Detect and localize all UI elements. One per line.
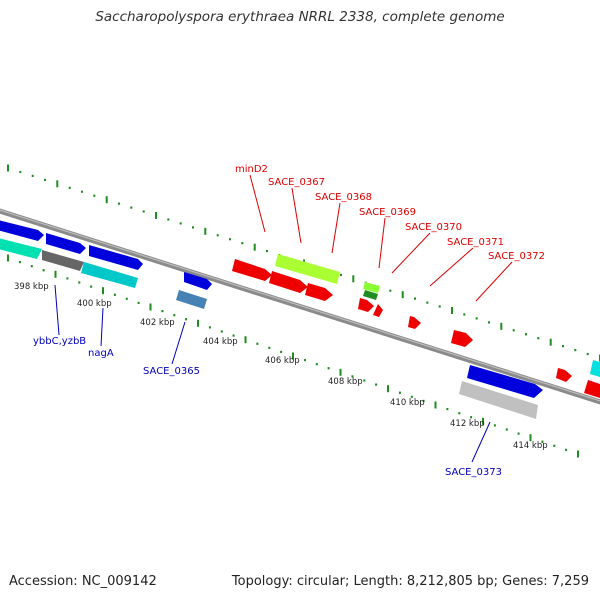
leader-line — [54, 284, 60, 336]
gene-label-sace-0367[interactable]: SACE_0367 — [268, 177, 325, 188]
gene-arrow[interactable] — [176, 290, 207, 309]
genome-backbone — [0, 208, 600, 405]
scale-label: 412 kbp — [450, 419, 485, 429]
leader-line — [249, 174, 266, 233]
gene-arrow[interactable] — [459, 381, 538, 419]
gene-arrow[interactable] — [0, 236, 42, 259]
gene-arrow[interactable] — [232, 259, 272, 281]
gene-label-mind2[interactable]: minD2 — [235, 164, 268, 175]
scale-label: 400 kbp — [77, 299, 112, 309]
gene-arrow[interactable] — [42, 250, 84, 271]
scale-label: 408 kbp — [328, 377, 363, 387]
gene-arrow[interactable] — [358, 298, 374, 312]
genome-summary-text: Topology: circular; Length: 8,212,805 bp… — [231, 574, 589, 589]
gene-label-sace-0369[interactable]: SACE_0369 — [359, 207, 416, 218]
leader-line — [378, 217, 386, 269]
gene-arrow[interactable] — [89, 245, 143, 270]
leader-line — [471, 421, 491, 463]
scale-label: 410 kbp — [390, 398, 425, 408]
scale-label: 398 kbp — [14, 282, 49, 292]
inner-tick-track — [7, 254, 579, 458]
gene-arrow[interactable] — [467, 365, 543, 398]
gene-label-naga[interactable]: nagA — [88, 348, 114, 359]
gene-label-sace-0370[interactable]: SACE_0370 — [405, 222, 462, 233]
gene-arrow[interactable] — [584, 380, 600, 398]
leader-line — [429, 247, 474, 287]
scale-label: 414 kbp — [513, 441, 548, 451]
accession-text: Accession: NC_009142 — [9, 574, 157, 589]
scale-label: 406 kbp — [265, 356, 300, 366]
gene-arrow[interactable] — [363, 290, 378, 300]
gene-arrow[interactable] — [184, 272, 212, 290]
gene-label-sace-0365[interactable]: SACE_0365 — [143, 366, 200, 377]
gene-arrow[interactable] — [305, 283, 333, 301]
gene-arrow[interactable] — [590, 360, 600, 377]
scale-label: 404 kbp — [203, 337, 238, 347]
gene-arrow[interactable] — [81, 262, 138, 288]
genome-title: Saccharopolyspora erythraea NRRL 2338, c… — [95, 9, 505, 25]
gene-arrow[interactable] — [556, 368, 572, 382]
gene-label-sace-0373[interactable]: SACE_0373 — [445, 467, 502, 478]
leader-line — [331, 202, 341, 254]
leader-line — [171, 321, 186, 365]
gene-arrow[interactable] — [269, 271, 308, 293]
leader-line — [391, 232, 431, 274]
gene-arrow[interactable] — [275, 254, 340, 284]
leader-line — [291, 187, 302, 244]
leader-line — [475, 261, 513, 302]
genome-backbone-highlight — [0, 209, 600, 402]
gene-label-sace-0368[interactable]: SACE_0368 — [315, 192, 372, 203]
gene-arrow[interactable] — [0, 218, 44, 241]
gene-arrow[interactable] — [451, 330, 473, 347]
leader-line — [100, 307, 104, 347]
gene-arrow[interactable] — [408, 316, 421, 329]
gene-arrow[interactable] — [363, 282, 380, 293]
outer-tick-track — [7, 164, 600, 362]
gene-arrow[interactable] — [46, 233, 86, 254]
gene-label-ybbc-yzbb[interactable]: ybbC,yzbB — [33, 336, 86, 347]
gene-label-sace-0371[interactable]: SACE_0371 — [447, 237, 504, 248]
scale-label: 402 kbp — [140, 318, 175, 328]
gene-label-sace-0372[interactable]: SACE_0372 — [488, 251, 545, 262]
gene-arrow[interactable] — [373, 304, 383, 317]
